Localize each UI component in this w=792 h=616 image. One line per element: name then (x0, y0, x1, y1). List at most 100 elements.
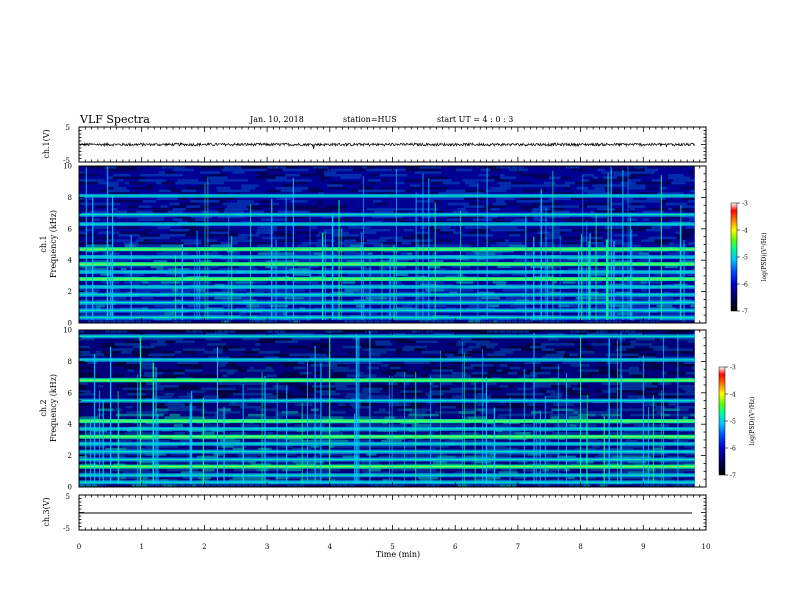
spectrogram-texture (162, 182, 176, 185)
spectrogram-texture (248, 179, 266, 182)
spectrogram-texture (170, 184, 180, 187)
spectrogram-texture (79, 234, 97, 237)
spectrogram-texture (553, 411, 565, 414)
spectrogram-texture (485, 237, 507, 240)
spectrogram-texture (463, 237, 476, 240)
spectrogram-texture (668, 171, 689, 174)
spectrogram-texture (645, 184, 652, 187)
spectrogram-texture (528, 218, 533, 221)
spectrogram-texture (298, 245, 304, 248)
spectrogram-texture (189, 231, 197, 234)
spectrogram-texture (125, 432, 139, 435)
spectrogram-texture (144, 403, 165, 406)
ch1-colorbar-label: log(PSD)(V²/Hz) (761, 233, 768, 282)
spectrogram-texture (165, 171, 176, 174)
spectrogram-texture (344, 245, 350, 248)
spectrogram-texture (322, 313, 331, 316)
spectrogram-texture (502, 169, 509, 172)
spectrogram-texture (373, 245, 384, 248)
spectrogram-texture (168, 411, 182, 414)
spectrogram-texture (628, 179, 641, 182)
spectrogram-texture (611, 190, 624, 193)
spectrogram-texture (241, 182, 252, 185)
spectrogram-texture (226, 200, 237, 203)
spectrogram-texture (160, 205, 167, 208)
spectrogram-texture (443, 469, 463, 472)
spectrogram-texture (252, 242, 272, 245)
spectrogram-texture (391, 411, 410, 414)
spectrogram-texture (167, 187, 174, 190)
spectrogram-texture (191, 179, 199, 182)
spectrogram-texture (465, 252, 474, 255)
spectrogram-texture (440, 231, 453, 234)
spectrogram-texture (339, 242, 352, 245)
spectrogram-texture (516, 176, 535, 179)
spectrogram-texture (555, 289, 576, 292)
spectrogram-texture (530, 406, 543, 409)
spectrogram-texture (658, 174, 668, 177)
spectrogram-texture (210, 174, 228, 177)
spectrogram-texture (543, 406, 552, 409)
spectrogram-texture (582, 218, 592, 221)
spectrogram-texture (446, 171, 464, 174)
spectrogram-texture (575, 182, 594, 185)
spectrogram-texture (410, 411, 427, 414)
spectrogram-texture (467, 176, 487, 179)
spectrogram-texture (565, 297, 576, 300)
spectrogram-texture (505, 239, 509, 242)
spectrogram-texture (443, 182, 461, 185)
spectrogram-texture (214, 297, 234, 300)
spectrogram-texture (107, 469, 112, 472)
spectrogram-texture (623, 226, 641, 229)
spectrogram-texture (393, 171, 405, 174)
spectrogram-texture (259, 200, 266, 203)
spectrogram-texture (688, 409, 694, 412)
spectrogram-texture (319, 184, 327, 187)
spectrogram-texture (439, 245, 455, 248)
spectrogram-texture (276, 179, 285, 182)
spectrogram-texture (256, 171, 268, 174)
spectrogram-texture (140, 234, 153, 237)
spectrogram-texture (165, 403, 185, 406)
spectrogram-texture (125, 182, 130, 185)
spectrogram-texture (368, 218, 385, 221)
spectrogram-texture (503, 289, 524, 292)
spectrogram-texture (594, 182, 608, 185)
figure-title: VLF Spectra (79, 113, 150, 126)
spectrogram-texture (91, 176, 108, 179)
spectrogram-texture (426, 176, 434, 179)
spectrogram-texture (186, 313, 191, 316)
spectrogram-texture (316, 169, 328, 172)
spectrogram-texture (140, 245, 161, 248)
ch1-waveform-ylabel: ch.1(V) (42, 129, 51, 158)
spectrogram-texture (246, 313, 260, 316)
spectrogram-texture (422, 245, 439, 248)
spectrogram-texture (79, 179, 100, 182)
spectrogram-texture (524, 229, 543, 232)
spectrogram-texture (126, 411, 139, 414)
spectrogram-texture (120, 169, 137, 172)
spectrogram-texture (335, 190, 350, 193)
spectrogram-texture (125, 406, 132, 409)
spectrogram-texture (275, 176, 287, 179)
spectrogram-texture (548, 226, 560, 229)
spectrogram-texture (96, 305, 105, 308)
spectrogram-texture (136, 239, 144, 242)
spectrogram-texture (560, 234, 576, 237)
spectrogram-texture (203, 469, 215, 472)
spectrogram-texture (636, 176, 654, 179)
spectrogram-texture (478, 184, 499, 187)
spectrogram-texture (597, 305, 611, 308)
spectrogram-texture (403, 237, 412, 240)
spectrogram-texture (279, 289, 283, 292)
spectrogram-texture (639, 237, 648, 240)
spectrogram-texture (565, 226, 574, 229)
spectrogram-texture (511, 182, 530, 185)
spectrogram-texture (120, 252, 140, 255)
spectrogram-texture (343, 281, 356, 284)
spectrogram-texture (460, 182, 464, 185)
spectrogram-texture (362, 200, 373, 203)
spectrogram-texture (366, 237, 380, 240)
spectrogram-texture (643, 252, 649, 255)
spectrogram-texture (640, 297, 660, 300)
